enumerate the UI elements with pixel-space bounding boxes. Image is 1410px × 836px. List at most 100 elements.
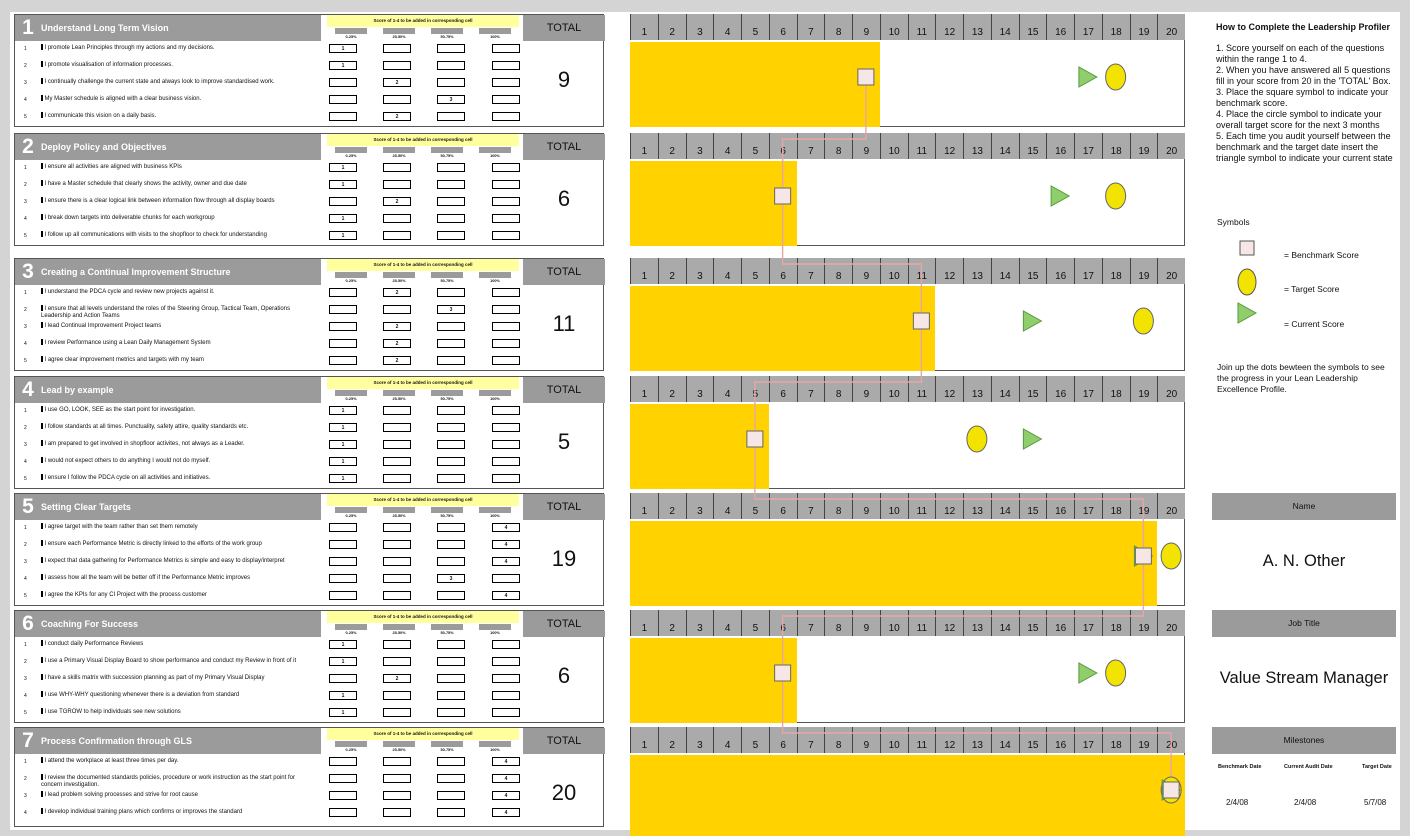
score-cell[interactable]: 1 (329, 657, 357, 666)
score-cell[interactable] (383, 757, 411, 766)
score-cell[interactable]: 2 (383, 197, 411, 206)
score-cell[interactable] (492, 356, 520, 365)
score-cell[interactable] (492, 163, 520, 172)
score-cell[interactable]: 2 (383, 78, 411, 87)
score-cell[interactable] (437, 457, 465, 466)
score-cell[interactable] (329, 339, 357, 348)
score-cell[interactable] (383, 774, 411, 783)
score-cell[interactable] (437, 808, 465, 817)
score-cell[interactable] (492, 657, 520, 666)
score-cell[interactable] (437, 423, 465, 432)
score-cell[interactable] (492, 78, 520, 87)
score-cell[interactable] (437, 557, 465, 566)
score-cell[interactable]: 4 (492, 557, 520, 566)
score-cell[interactable] (383, 557, 411, 566)
score-cell[interactable] (437, 523, 465, 532)
score-cell[interactable] (329, 591, 357, 600)
score-cell[interactable]: 1 (329, 163, 357, 172)
score-cell[interactable] (329, 197, 357, 206)
score-cell[interactable]: 2 (383, 356, 411, 365)
total-value[interactable]: 19 (551, 546, 577, 571)
benchmark-date-value[interactable]: 2/4/08 (1226, 798, 1249, 807)
score-cell[interactable] (492, 197, 520, 206)
score-cell[interactable] (329, 808, 357, 817)
score-cell[interactable] (383, 691, 411, 700)
score-cell[interactable] (492, 61, 520, 70)
score-cell[interactable]: 1 (329, 708, 357, 717)
score-cell[interactable] (437, 691, 465, 700)
score-cell[interactable] (437, 44, 465, 53)
score-cell[interactable]: 4 (492, 757, 520, 766)
score-cell[interactable] (329, 757, 357, 766)
score-cell[interactable]: 2 (383, 288, 411, 297)
score-cell[interactable]: 4 (492, 774, 520, 783)
score-cell[interactable] (383, 791, 411, 800)
score-cell[interactable] (383, 44, 411, 53)
score-cell[interactable]: 1 (329, 440, 357, 449)
score-cell[interactable] (329, 112, 357, 121)
score-cell[interactable] (383, 708, 411, 717)
score-cell[interactable] (383, 231, 411, 240)
score-cell[interactable]: 3 (437, 574, 465, 583)
score-cell[interactable] (329, 523, 357, 532)
score-cell[interactable]: 4 (492, 591, 520, 600)
score-cell[interactable] (492, 288, 520, 297)
target-date-value[interactable]: 5/7/08 (1364, 798, 1387, 807)
score-cell[interactable] (383, 523, 411, 532)
score-cell[interactable] (383, 214, 411, 223)
score-cell[interactable] (329, 95, 357, 104)
score-cell[interactable] (437, 757, 465, 766)
score-cell[interactable]: 1 (329, 406, 357, 415)
score-cell[interactable] (437, 78, 465, 87)
score-cell[interactable] (437, 322, 465, 331)
score-cell[interactable] (329, 791, 357, 800)
score-cell[interactable] (492, 708, 520, 717)
score-cell[interactable]: 4 (492, 523, 520, 532)
score-cell[interactable] (437, 674, 465, 683)
score-cell[interactable] (383, 474, 411, 483)
score-cell[interactable] (329, 574, 357, 583)
score-cell[interactable] (383, 640, 411, 649)
score-cell[interactable] (492, 305, 520, 314)
score-cell[interactable] (383, 657, 411, 666)
score-cell[interactable] (437, 112, 465, 121)
total-value[interactable]: 6 (557, 663, 571, 688)
score-cell[interactable]: 1 (329, 214, 357, 223)
score-cell[interactable] (492, 457, 520, 466)
score-cell[interactable] (437, 180, 465, 189)
score-cell[interactable] (437, 791, 465, 800)
score-cell[interactable]: 2 (383, 322, 411, 331)
score-cell[interactable] (329, 78, 357, 87)
score-cell[interactable] (492, 231, 520, 240)
total-value[interactable]: 6 (557, 186, 571, 211)
score-cell[interactable] (383, 180, 411, 189)
score-cell[interactable] (437, 356, 465, 365)
score-cell[interactable]: 2 (383, 674, 411, 683)
score-cell[interactable] (329, 356, 357, 365)
score-cell[interactable] (492, 112, 520, 121)
score-cell[interactable] (492, 322, 520, 331)
score-cell[interactable]: 4 (492, 791, 520, 800)
score-cell[interactable] (437, 163, 465, 172)
score-cell[interactable]: 2 (383, 339, 411, 348)
score-cell[interactable] (492, 691, 520, 700)
score-cell[interactable] (383, 95, 411, 104)
score-cell[interactable] (492, 574, 520, 583)
score-cell[interactable] (437, 288, 465, 297)
current-audit-date-value[interactable]: 2/4/08 (1294, 798, 1317, 807)
score-cell[interactable]: 1 (329, 640, 357, 649)
score-cell[interactable] (383, 61, 411, 70)
score-cell[interactable] (383, 440, 411, 449)
score-cell[interactable] (329, 674, 357, 683)
score-cell[interactable] (437, 231, 465, 240)
score-cell[interactable] (492, 214, 520, 223)
score-cell[interactable] (492, 423, 520, 432)
score-cell[interactable] (383, 457, 411, 466)
score-cell[interactable] (437, 474, 465, 483)
score-cell[interactable] (437, 708, 465, 717)
score-cell[interactable]: 1 (329, 457, 357, 466)
score-cell[interactable] (492, 180, 520, 189)
score-cell[interactable] (329, 288, 357, 297)
total-value[interactable]: 9 (557, 67, 571, 92)
total-value[interactable]: 5 (557, 429, 571, 454)
